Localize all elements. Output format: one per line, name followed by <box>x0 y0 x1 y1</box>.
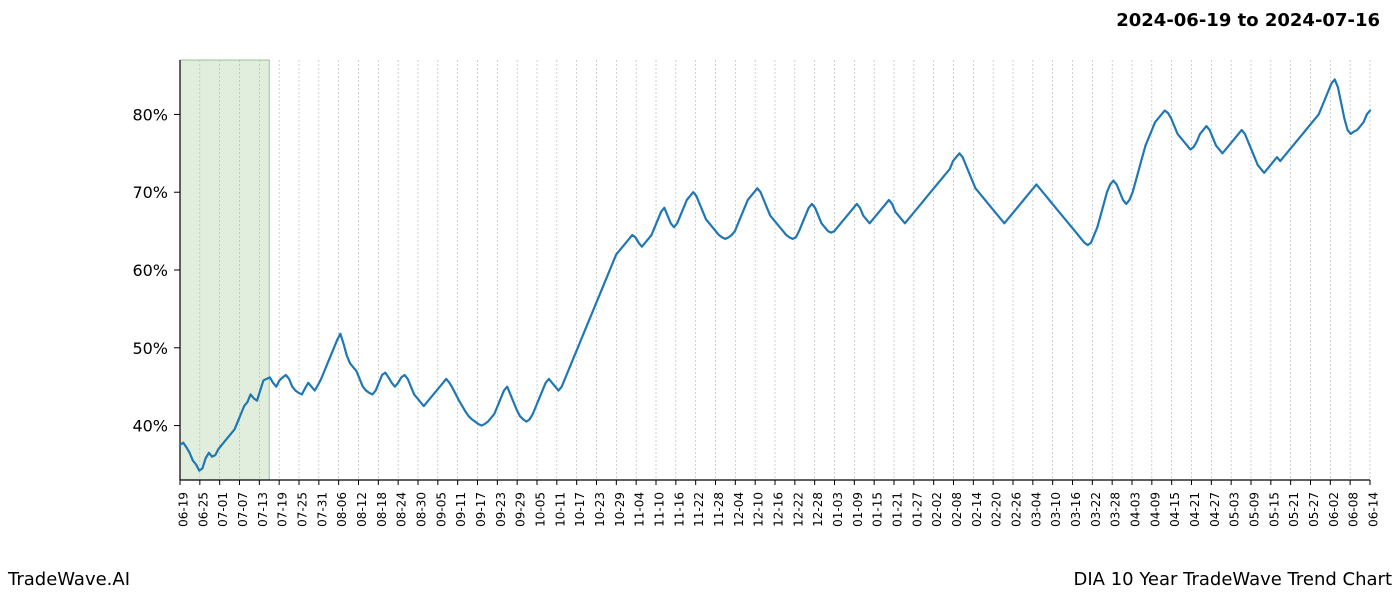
svg-text:05-15: 05-15 <box>1267 492 1281 527</box>
svg-text:07-13: 07-13 <box>256 492 270 527</box>
svg-text:80%: 80% <box>132 105 168 124</box>
svg-text:09-11: 09-11 <box>454 492 468 527</box>
svg-text:01-09: 01-09 <box>851 492 865 527</box>
svg-text:07-19: 07-19 <box>276 492 290 527</box>
svg-text:12-10: 12-10 <box>752 492 766 527</box>
svg-text:02-14: 02-14 <box>970 492 984 527</box>
svg-text:02-08: 02-08 <box>950 492 964 527</box>
svg-text:05-27: 05-27 <box>1307 492 1321 527</box>
svg-text:12-28: 12-28 <box>811 492 825 527</box>
svg-text:03-04: 03-04 <box>1029 492 1043 527</box>
svg-text:03-10: 03-10 <box>1049 492 1063 527</box>
page-root: 2024-06-19 to 2024-07-16 40% 50% 60% 70% 80%… <box>0 0 1400 600</box>
svg-text:11-28: 11-28 <box>712 492 726 527</box>
svg-text:09-29: 09-29 <box>514 492 528 527</box>
svg-text:05-09: 05-09 <box>1248 492 1262 527</box>
svg-text:08-06: 08-06 <box>335 492 349 527</box>
svg-text:09-05: 09-05 <box>434 492 448 527</box>
date-range-label: 2024-06-19 to 2024-07-16 <box>1116 10 1380 31</box>
svg-text:07-25: 07-25 <box>296 492 310 527</box>
svg-text:11-04: 11-04 <box>633 492 647 527</box>
svg-text:40%: 40% <box>132 417 168 436</box>
svg-text:60%: 60% <box>132 261 168 280</box>
svg-text:06-25: 06-25 <box>196 492 210 527</box>
svg-text:11-10: 11-10 <box>653 492 667 527</box>
svg-text:02-02: 02-02 <box>930 492 944 527</box>
svg-text:06-02: 06-02 <box>1327 492 1341 527</box>
svg-text:01-27: 01-27 <box>910 492 924 527</box>
svg-text:12-04: 12-04 <box>732 492 746 527</box>
svg-text:02-26: 02-26 <box>1010 492 1024 527</box>
trend-chart: 40% 50% 60% 70% 80% 06-19 06-25 07-01 07-07 07-13… <box>0 40 1400 540</box>
svg-text:10-05: 10-05 <box>534 492 548 527</box>
svg-text:01-03: 01-03 <box>831 492 845 527</box>
svg-text:05-21: 05-21 <box>1287 492 1301 527</box>
svg-text:07-01: 07-01 <box>216 492 230 527</box>
svg-text:06-19: 06-19 <box>177 492 191 527</box>
svg-text:04-21: 04-21 <box>1188 492 1202 527</box>
svg-text:10-29: 10-29 <box>613 492 627 527</box>
svg-text:07-07: 07-07 <box>236 492 250 527</box>
svg-text:04-27: 04-27 <box>1208 492 1222 527</box>
svg-text:03-16: 03-16 <box>1069 492 1083 527</box>
svg-text:05-03: 05-03 <box>1228 492 1242 527</box>
svg-text:06-08: 06-08 <box>1347 492 1361 527</box>
svg-text:12-22: 12-22 <box>791 492 805 527</box>
svg-text:07-31: 07-31 <box>315 492 329 527</box>
svg-text:04-09: 04-09 <box>1148 492 1162 527</box>
svg-text:11-22: 11-22 <box>692 492 706 527</box>
svg-text:11-16: 11-16 <box>672 492 686 527</box>
footer-title: DIA 10 Year TradeWave Trend Chart <box>1073 569 1392 590</box>
svg-text:01-15: 01-15 <box>871 492 885 527</box>
chart-container: 40% 50% 60% 70% 80% 06-19 06-25 07-01 07-07 07-13… <box>0 40 1400 540</box>
svg-text:01-21: 01-21 <box>891 492 905 527</box>
svg-text:10-17: 10-17 <box>573 492 587 527</box>
svg-text:08-30: 08-30 <box>415 492 429 527</box>
svg-text:09-23: 09-23 <box>494 492 508 527</box>
svg-text:04-15: 04-15 <box>1168 492 1182 527</box>
svg-text:08-18: 08-18 <box>375 492 389 527</box>
svg-text:50%: 50% <box>132 339 168 358</box>
svg-text:02-20: 02-20 <box>990 492 1004 527</box>
svg-text:70%: 70% <box>132 183 168 202</box>
svg-text:09-17: 09-17 <box>474 492 488 527</box>
svg-text:03-22: 03-22 <box>1089 492 1103 527</box>
svg-text:10-23: 10-23 <box>593 492 607 527</box>
svg-text:03-28: 03-28 <box>1109 492 1123 527</box>
svg-text:12-16: 12-16 <box>772 492 786 527</box>
svg-text:08-24: 08-24 <box>395 492 409 527</box>
footer-brand: TradeWave.AI <box>8 569 130 590</box>
svg-text:08-12: 08-12 <box>355 492 369 527</box>
svg-text:06-14: 06-14 <box>1367 492 1381 527</box>
svg-text:04-03: 04-03 <box>1129 492 1143 527</box>
svg-text:10-11: 10-11 <box>553 492 567 527</box>
